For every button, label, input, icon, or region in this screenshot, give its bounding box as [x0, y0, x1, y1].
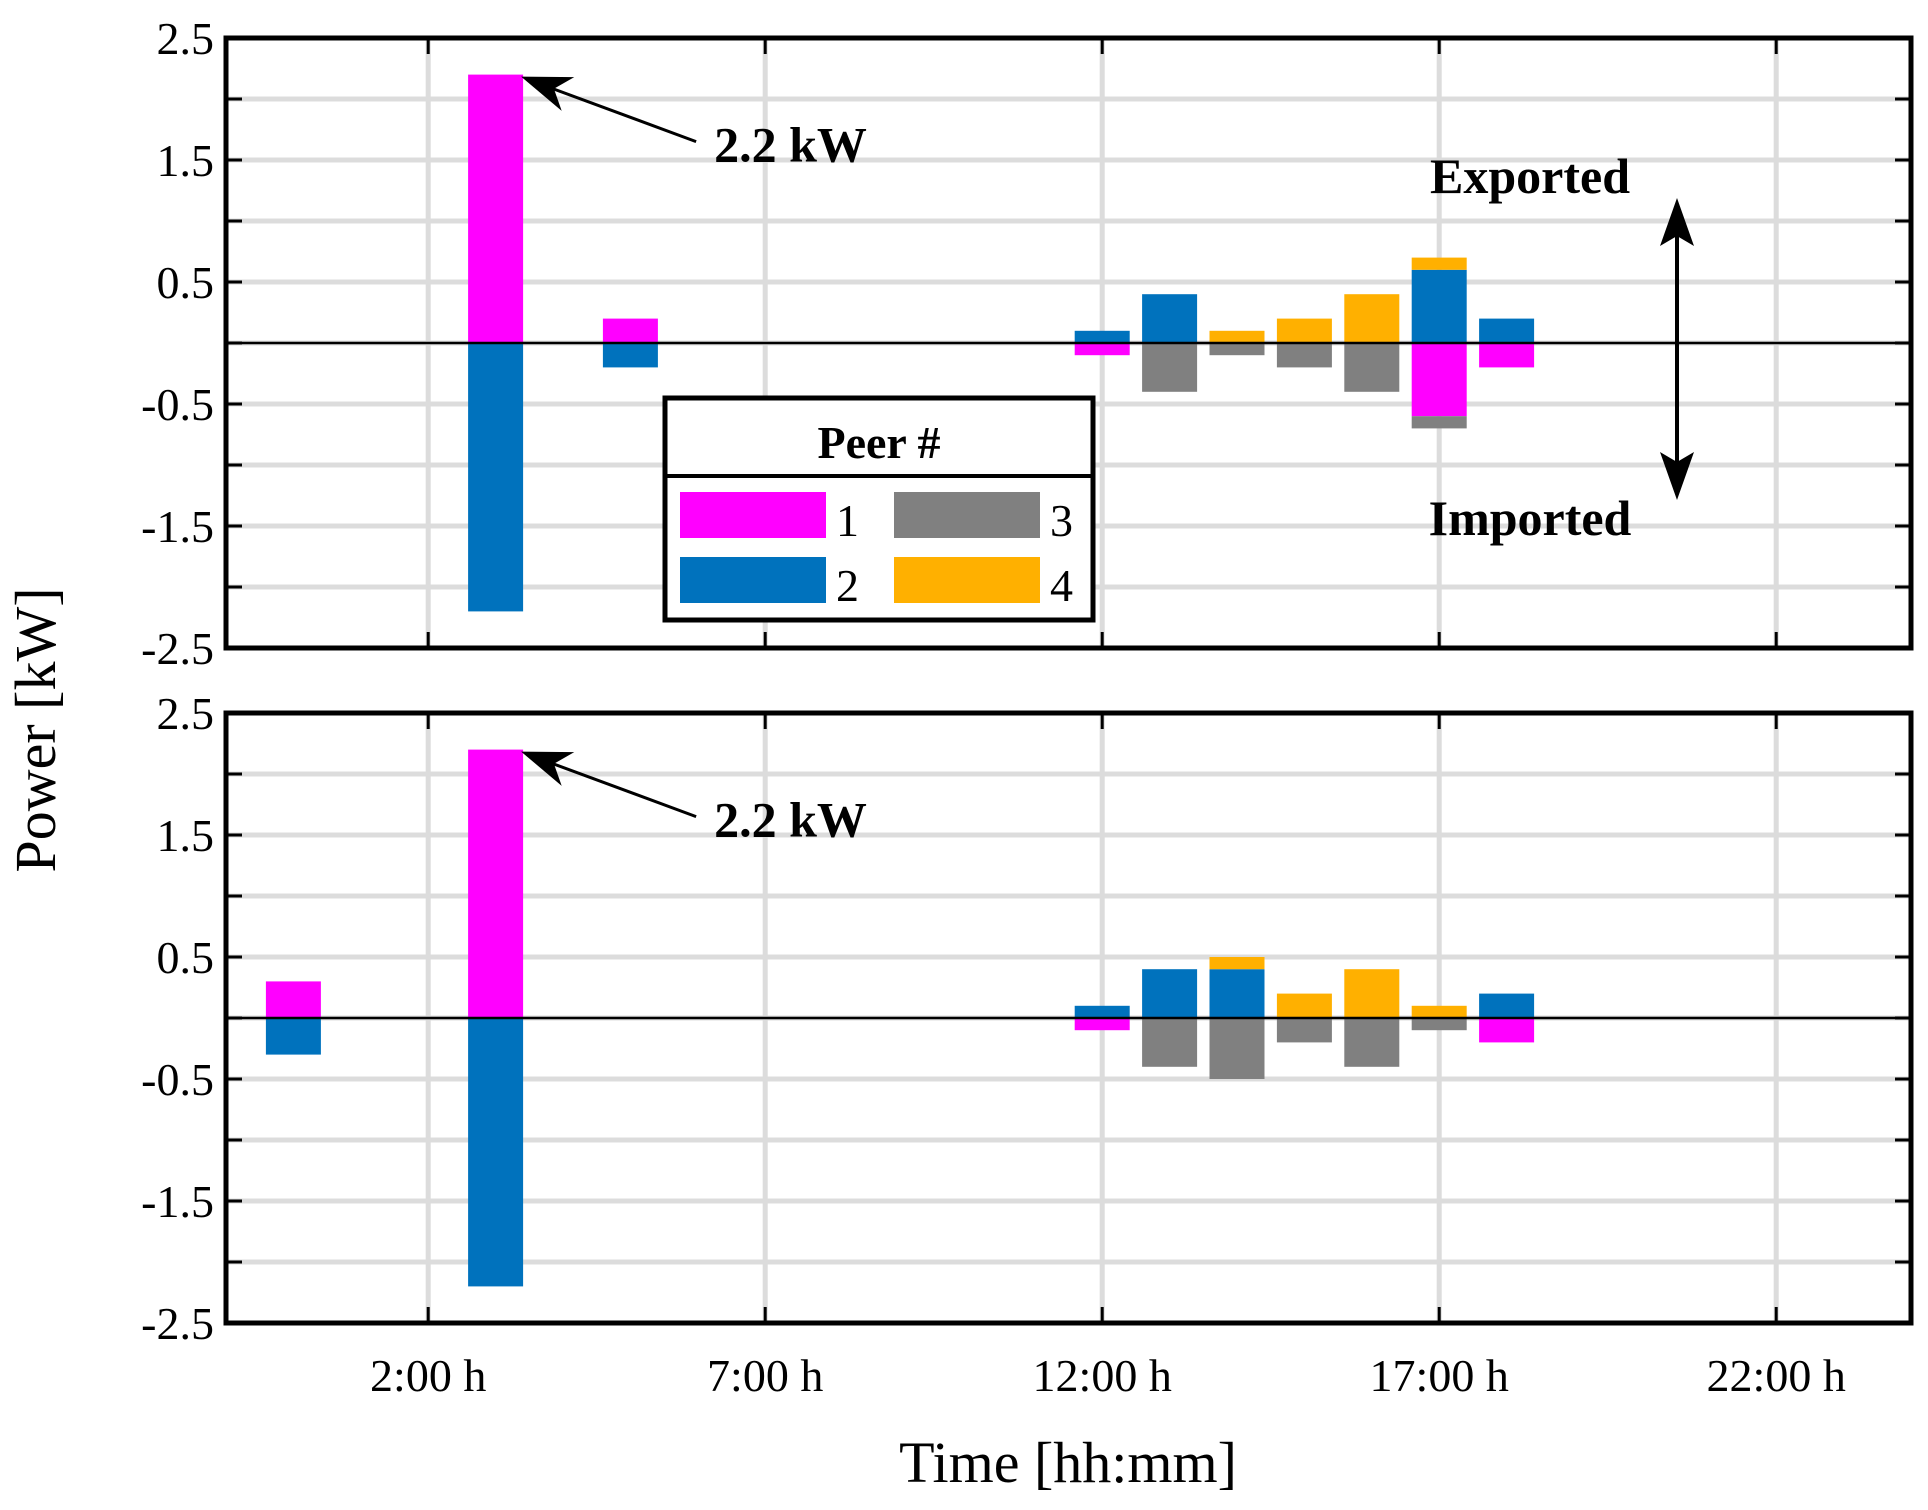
- bar-peer-4-h16: [1344, 294, 1400, 343]
- bar-peer-3-h16: [1344, 343, 1400, 392]
- y-tick-label: -1.5: [141, 501, 214, 552]
- bar-peer-2-h5: [602, 343, 658, 368]
- bar-peer-4-h15: [1276, 993, 1332, 1018]
- bar-peer-2-h14: [1209, 969, 1265, 1018]
- y-tick-label: 0.5: [157, 932, 215, 983]
- y-tick-label: -0.5: [141, 1054, 214, 1105]
- annotation-arrowhead-icon: [521, 76, 575, 111]
- x-tick-label: 17:00 h: [1370, 1350, 1509, 1401]
- y-tick-label: 2.5: [157, 688, 215, 739]
- legend-label-peer-2: 2: [836, 560, 859, 611]
- bar-peer-2-h17: [1411, 269, 1467, 343]
- bar-peer-3-h17: [1411, 1018, 1467, 1031]
- legend-label-peer-1: 1: [836, 495, 859, 546]
- bar-peer-1-h3: [468, 74, 524, 343]
- bar-peer-1-h12: [1074, 1018, 1130, 1031]
- y-tick-label: -1.5: [141, 1176, 214, 1227]
- legend-swatch-peer-2: [680, 557, 826, 603]
- bar-peer-3-h14: [1209, 1018, 1265, 1079]
- bar-peer-3-h15: [1276, 343, 1332, 368]
- bar-peer-3-h13: [1142, 1018, 1198, 1067]
- bottom-panel: -2.5 -1.5 -0.5 0.5 1.5 2.5 2:00 h 7:00 h 12:00 h…: [141, 688, 1914, 1401]
- bar-peer-2-h3: [468, 1018, 524, 1287]
- exported-label: Exported: [1430, 148, 1630, 204]
- y-tick-label: -2.5: [141, 1298, 214, 1349]
- y-tick-label: 0.5: [157, 257, 215, 308]
- bar-peer-2-h0: [265, 1018, 321, 1055]
- bar-peer-3-h14: [1209, 343, 1265, 356]
- annotation-arrowhead-icon: [521, 751, 575, 786]
- x-tick-label: 22:00 h: [1707, 1350, 1846, 1401]
- bar-peer-4-h17: [1411, 257, 1467, 270]
- y-tick-label: 1.5: [157, 810, 215, 861]
- x-tick-label: 7:00 h: [707, 1350, 823, 1401]
- bar-peer-1-h5: [602, 318, 658, 343]
- bar-peer-3-h15: [1276, 1018, 1332, 1043]
- x-tick-label: 2:00 h: [370, 1350, 486, 1401]
- legend-swatch-peer-1: [680, 492, 826, 538]
- bar-peer-2-h13: [1142, 294, 1198, 343]
- bar-peer-4-h14: [1209, 957, 1265, 970]
- annotation-arrow-line: [538, 82, 697, 144]
- x-axis-label: Time [hh:mm]: [899, 1430, 1237, 1495]
- bar-peer-3-h17: [1411, 416, 1467, 429]
- legend-label-peer-4: 4: [1050, 560, 1073, 611]
- legend-title: Peer #: [817, 417, 940, 468]
- bar-peer-1-h18: [1479, 343, 1535, 368]
- bar-peer-2-h12: [1074, 1005, 1130, 1018]
- legend-label-peer-3: 3: [1050, 495, 1073, 546]
- bar-peer-4-h15: [1276, 318, 1332, 343]
- imported-label: Imported: [1429, 490, 1632, 546]
- y-tick-label: 2.5: [157, 13, 215, 64]
- bar-peer-2-h13: [1142, 969, 1198, 1018]
- bar-peer-1-h17: [1411, 343, 1467, 417]
- y-tick-label: -2.5: [141, 623, 214, 674]
- down-arrow-icon: [1660, 452, 1694, 500]
- legend-swatch-peer-4: [894, 557, 1040, 603]
- up-arrow-icon: [1660, 198, 1694, 246]
- bar-peer-4-h16: [1344, 969, 1400, 1018]
- x-tick-label: 12:00 h: [1033, 1350, 1172, 1401]
- bar-peer-1-h12: [1074, 343, 1130, 356]
- bar-peer-4-h14: [1209, 330, 1265, 343]
- top-panel: -2.5 -1.5 -0.5 0.5 1.5 2.5 2.2 kW: [141, 13, 1914, 674]
- bar-peer-4-h17: [1411, 1005, 1467, 1018]
- bar-peer-2-h18: [1479, 318, 1535, 343]
- legend-swatch-peer-3: [894, 492, 1040, 538]
- bar-peer-1-h3: [468, 749, 524, 1018]
- annotation-arrow-line: [538, 757, 697, 819]
- bar-peer-2-h18: [1479, 993, 1535, 1018]
- bar-peer-2-h12: [1074, 330, 1130, 343]
- export-import-indicator: Exported Imported: [1429, 148, 1694, 546]
- bar-peer-2-h3: [468, 343, 524, 612]
- bar-peer-3-h13: [1142, 343, 1198, 392]
- bar-peer-1-h0: [265, 981, 321, 1018]
- bar-peer-3-h16: [1344, 1018, 1400, 1067]
- y-axis-label: Power [kW]: [3, 587, 68, 872]
- annotation-label: 2.2 kW: [714, 117, 867, 173]
- bar-peer-1-h18: [1479, 1018, 1535, 1043]
- legend: Peer # 1 3 2 4: [662, 395, 1096, 623]
- y-tick-label: 1.5: [157, 135, 215, 186]
- y-tick-label: -0.5: [141, 379, 214, 430]
- annotation-label: 2.2 kW: [714, 792, 867, 848]
